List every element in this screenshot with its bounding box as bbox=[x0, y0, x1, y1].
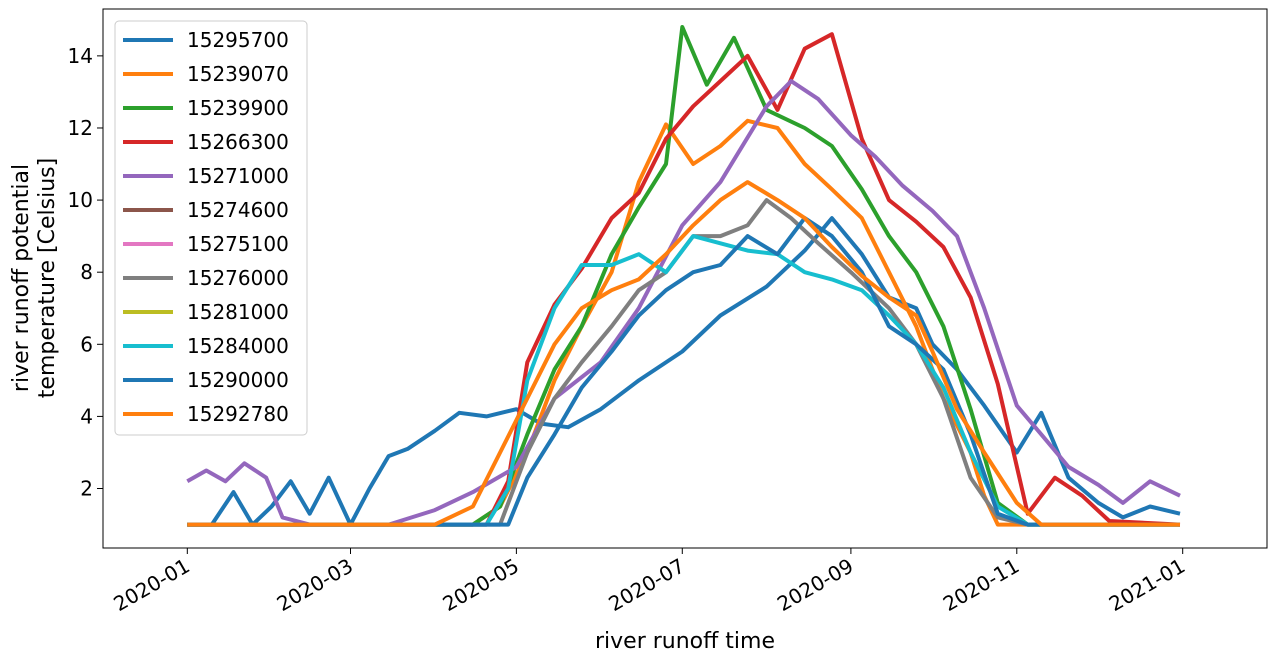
legend-label: 15290000 bbox=[187, 368, 289, 392]
legend-label: 15295700 bbox=[187, 28, 289, 52]
y-tick-label: 4 bbox=[80, 404, 93, 428]
y-tick-label: 8 bbox=[80, 260, 93, 284]
series-line-15295700 bbox=[187, 216, 1181, 527]
legend-box bbox=[114, 20, 308, 436]
y-axis-label-line-2: temperature [Celsius] bbox=[35, 158, 60, 398]
series-layer bbox=[186, 25, 1181, 527]
legend-label: 15274600 bbox=[187, 198, 289, 222]
series-line-15239900 bbox=[187, 25, 1180, 527]
legend-label: 15292780 bbox=[187, 402, 289, 426]
series-line-15290000 bbox=[187, 216, 1180, 527]
x-tick-label: 2020-11 bbox=[939, 554, 1023, 617]
x-axis-label: river runoff time bbox=[595, 629, 775, 654]
y-axis-label: river runoff potential temperature [Cels… bbox=[9, 158, 60, 398]
legend-label: 15271000 bbox=[187, 164, 289, 188]
legend-label: 15284000 bbox=[187, 334, 289, 358]
series-line-15239070 bbox=[187, 118, 1180, 527]
y-tick-label: 10 bbox=[68, 188, 93, 212]
series-line-15292780 bbox=[187, 180, 1180, 527]
legend-label: 15275100 bbox=[187, 232, 289, 256]
y-tick-label: 6 bbox=[80, 332, 93, 356]
series-line-15276000 bbox=[187, 198, 1180, 527]
y-tick-label: 12 bbox=[68, 116, 93, 140]
x-tick-label: 2021-01 bbox=[1105, 554, 1189, 617]
series-line-15284000 bbox=[187, 234, 1180, 527]
x-tick-label: 2020-09 bbox=[773, 554, 857, 617]
series-line-15271000 bbox=[186, 79, 1181, 527]
x-axis: 2020-01 2020-03 2020-05 2020-07 2020-09 2020-… bbox=[109, 548, 1189, 616]
y-tick-label: 14 bbox=[68, 44, 93, 68]
legend-label: 15239900 bbox=[187, 96, 289, 120]
plot-area-frame bbox=[102, 8, 1268, 549]
x-tick-label: 2020-03 bbox=[273, 554, 357, 617]
x-tick-label: 2020-07 bbox=[604, 554, 688, 617]
x-tick-label: 2020-05 bbox=[439, 554, 523, 617]
x-tick-label: 2020-01 bbox=[109, 554, 193, 617]
y-tick-label: 2 bbox=[80, 477, 93, 501]
legend-label: 15239070 bbox=[187, 62, 289, 86]
legend-label: 15276000 bbox=[187, 266, 289, 290]
legend-label: 15266300 bbox=[187, 130, 289, 154]
legend: 15295700 15239070 15239900 15266300 15271000… bbox=[114, 20, 308, 436]
y-axis: 2 4 6 8 10 12 14 bbox=[68, 44, 103, 501]
legend-label: 15281000 bbox=[187, 300, 289, 324]
y-axis-label-line-1: river runoff potential bbox=[9, 164, 34, 392]
